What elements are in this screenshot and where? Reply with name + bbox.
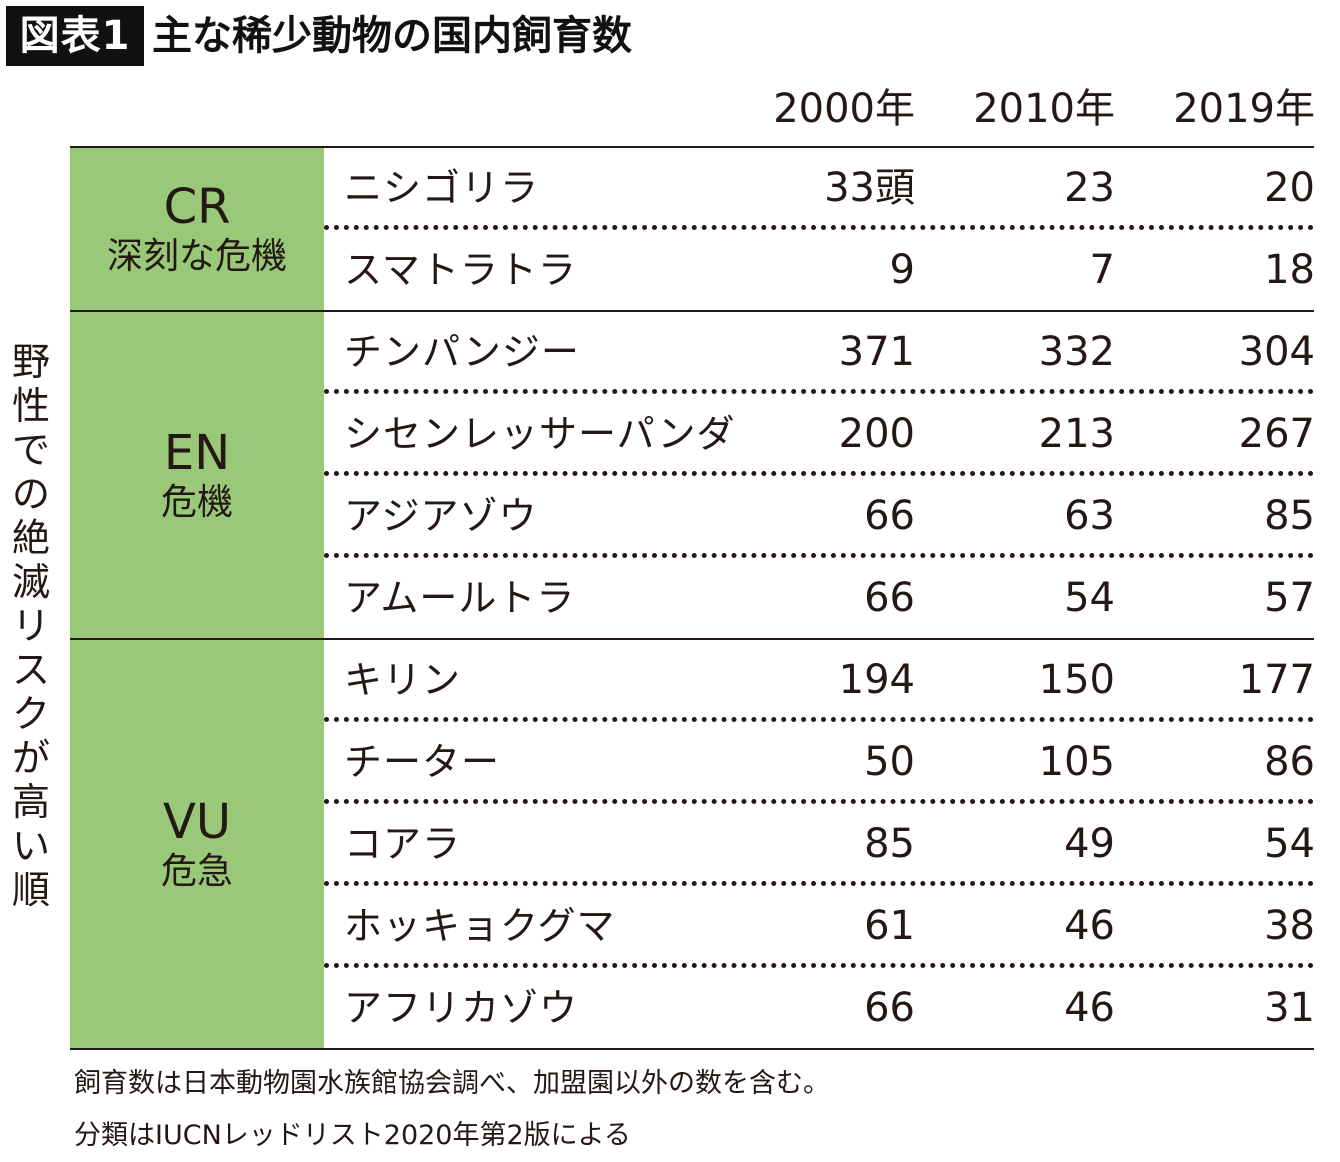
count-2019: 177 [1238, 657, 1315, 703]
row-divider [324, 717, 1314, 722]
risk-group-label: 危機 [160, 482, 233, 523]
table-row: ニシゴリラ 33頭 23 20 [324, 148, 1315, 230]
count-2000: 61 [864, 903, 915, 949]
risk-group-label: 危急 [160, 851, 233, 892]
page-title: 主な稀少動物の国内飼育数 [152, 13, 632, 59]
table-row: チーター 50 105 86 [324, 722, 1315, 804]
table-row: ホッキョクグマ 61 46 38 [324, 886, 1315, 968]
risk-group-code: VU [163, 794, 231, 850]
footnote-classification: 分類はIUCNレッドリスト2020年第2版による [74, 1120, 631, 1151]
count-2010: 332 [1038, 329, 1115, 375]
column-header-2000: 2000年 [773, 86, 915, 132]
risk-group-code: CR [163, 179, 231, 235]
count-2000: 66 [864, 575, 915, 621]
animal-name: キリン [344, 658, 462, 702]
row-divider [324, 963, 1314, 968]
footnotes: 飼育数は日本動物園水族館協会調べ、加盟園以外の数を含む。 分類はIUCNレッドリ… [74, 1058, 830, 1162]
count-2019: 57 [1264, 575, 1315, 621]
count-2010: 7 [1089, 247, 1115, 293]
table-row: スマトラトラ 9 7 18 [324, 230, 1315, 312]
row-divider [324, 471, 1314, 476]
row-divider [324, 553, 1314, 558]
count-2019: 267 [1238, 411, 1315, 457]
count-2000: 85 [864, 821, 915, 867]
row-divider [324, 799, 1314, 804]
animal-name: シセンレッサーパンダ [344, 412, 736, 456]
count-2019: 86 [1264, 739, 1315, 785]
animal-name: アムールトラ [344, 576, 576, 620]
risk-order-note: 野性での絶滅リスクが高い順 [11, 340, 50, 912]
animal-name: アジアゾウ [344, 494, 538, 538]
table-row: アフリカゾウ 66 46 31 [324, 968, 1315, 1050]
table-row: キリン 194 150 177 [324, 640, 1315, 722]
column-header-2010: 2010年 [973, 86, 1115, 132]
column-header-2019: 2019年 [1173, 86, 1315, 132]
animal-name: チンパンジー [344, 330, 580, 374]
risk-group-cr: CR 深刻な危機 [70, 148, 324, 310]
count-2010: 63 [1064, 493, 1115, 539]
table-row: アムールトラ 66 54 57 [324, 558, 1315, 640]
group-divider [70, 638, 1314, 640]
risk-group-label: 深刻な危機 [106, 236, 287, 277]
count-2019: 304 [1238, 329, 1315, 375]
count-2019: 54 [1264, 821, 1315, 867]
count-2000: 371 [838, 329, 915, 375]
figure-tag: 図表1 [6, 6, 144, 66]
animal-name: アフリカゾウ [344, 986, 579, 1030]
count-2000: 66 [864, 985, 915, 1031]
count-2000: 194 [838, 657, 915, 703]
count-2000: 66 [864, 493, 915, 539]
row-divider [324, 225, 1314, 230]
count-2000: 33頭 [824, 165, 915, 211]
count-2000: 9 [889, 247, 915, 293]
count-2010: 150 [1038, 657, 1115, 703]
table-row: アジアゾウ 66 63 85 [324, 476, 1315, 558]
risk-group-en: EN 危機 [70, 312, 324, 638]
count-2019: 20 [1264, 165, 1315, 211]
count-2010: 23 [1064, 165, 1115, 211]
count-2010: 54 [1064, 575, 1115, 621]
row-divider [324, 389, 1314, 394]
risk-group-vu: VU 危急 [70, 640, 324, 1048]
count-2010: 105 [1038, 739, 1115, 785]
count-2010: 213 [1038, 411, 1115, 457]
table-row: チンパンジー 371 332 304 [324, 312, 1315, 394]
count-2000: 50 [864, 739, 915, 785]
count-2010: 46 [1064, 985, 1115, 1031]
count-2010: 46 [1064, 903, 1115, 949]
count-2019: 85 [1264, 493, 1315, 539]
count-2010: 49 [1064, 821, 1115, 867]
risk-group-code: EN [163, 425, 231, 481]
table-top-border [70, 146, 1314, 148]
footnote-source: 飼育数は日本動物園水族館協会調べ、加盟園以外の数を含む。 [74, 1068, 830, 1099]
animal-name: コアラ [344, 822, 462, 866]
count-2019: 31 [1264, 985, 1315, 1031]
count-2000: 200 [838, 411, 915, 457]
table-bottom-border [70, 1048, 1314, 1050]
animal-name: スマトラトラ [344, 248, 577, 292]
count-2019: 18 [1264, 247, 1315, 293]
table-row: シセンレッサーパンダ 200 213 267 [324, 394, 1315, 476]
table-row: コアラ 85 49 54 [324, 804, 1315, 886]
row-divider [324, 881, 1314, 886]
animal-name: チーター [344, 740, 501, 784]
group-divider [70, 310, 1314, 312]
animal-name: ホッキョクグマ [344, 904, 616, 948]
count-2019: 38 [1264, 903, 1315, 949]
animal-name: ニシゴリラ [344, 166, 540, 210]
